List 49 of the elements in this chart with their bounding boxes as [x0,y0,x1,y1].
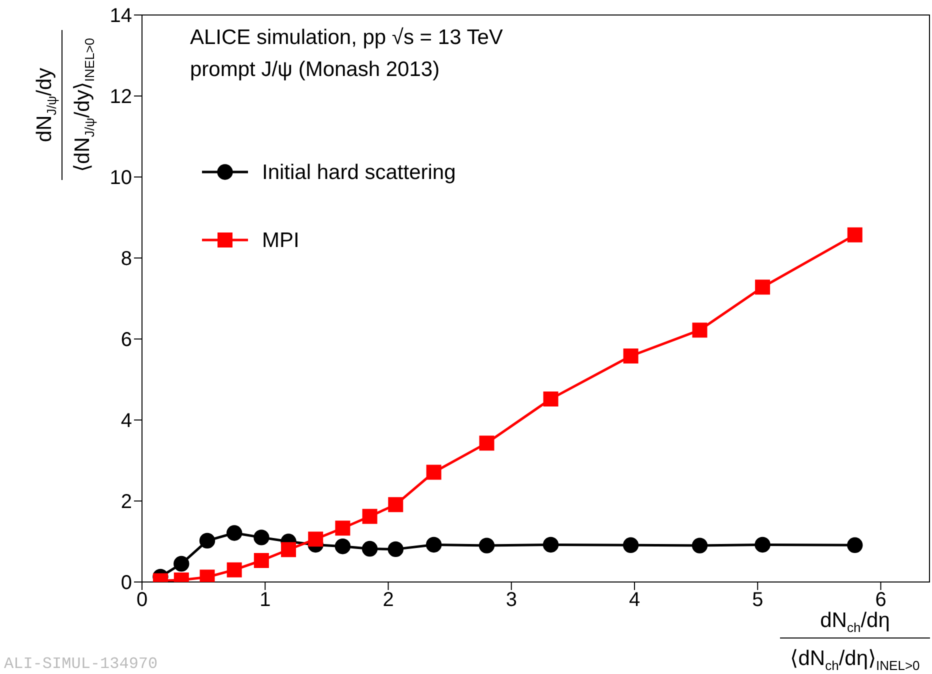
point [542,536,559,553]
x-tick-label: 5 [752,589,764,612]
point [388,497,404,512]
point [335,520,350,536]
point [308,532,324,547]
point [334,538,351,554]
x-tick-label: 3 [506,589,517,612]
point [692,538,708,554]
text: ALICE simulation, pp √s = 13 TeV [190,26,503,49]
x-tick-label: 4 [628,589,640,612]
point [281,542,296,558]
x-tick-label: 2 [382,589,394,612]
point [226,525,242,541]
y-tick-label: 14 [110,5,132,28]
x-tick-label: 0 [136,589,148,612]
point [847,227,862,242]
point [478,538,495,554]
point [543,391,558,406]
point [847,537,863,553]
legend-label: MPI [262,229,300,252]
point [362,508,378,524]
text: dN$_{ch}$/dη ⟨dN$_{ch}$/dη⟩$_{INEL>0}$ [790,608,920,672]
point [692,322,708,338]
y-tick-label: 2 [120,491,132,514]
point [426,464,442,480]
y-tick-label: 10 [110,167,132,190]
x-tick-label: 1 [260,589,271,612]
point [623,348,638,364]
y-tick-label: 0 [120,572,132,594]
point [622,537,639,553]
y-tick-label: 12 [110,86,132,108]
x-tick-label: 6 [875,589,886,612]
point [388,541,404,558]
y-tick-label: 6 [120,329,132,352]
point [254,553,269,568]
point [226,562,242,578]
point [199,532,216,549]
point [479,436,494,451]
text: prompt J/ψ (Monash 2013) [190,58,440,81]
legend-label: Initial hard scattering [262,161,456,184]
point [362,540,378,557]
point [755,280,770,295]
y-tick-label: 8 [120,248,132,270]
point [754,536,770,553]
point [174,556,190,572]
point [254,530,270,546]
point [426,536,442,553]
y-tick-label: 4 [120,410,132,432]
text: ALI-SIMUL-134970 [4,655,158,673]
